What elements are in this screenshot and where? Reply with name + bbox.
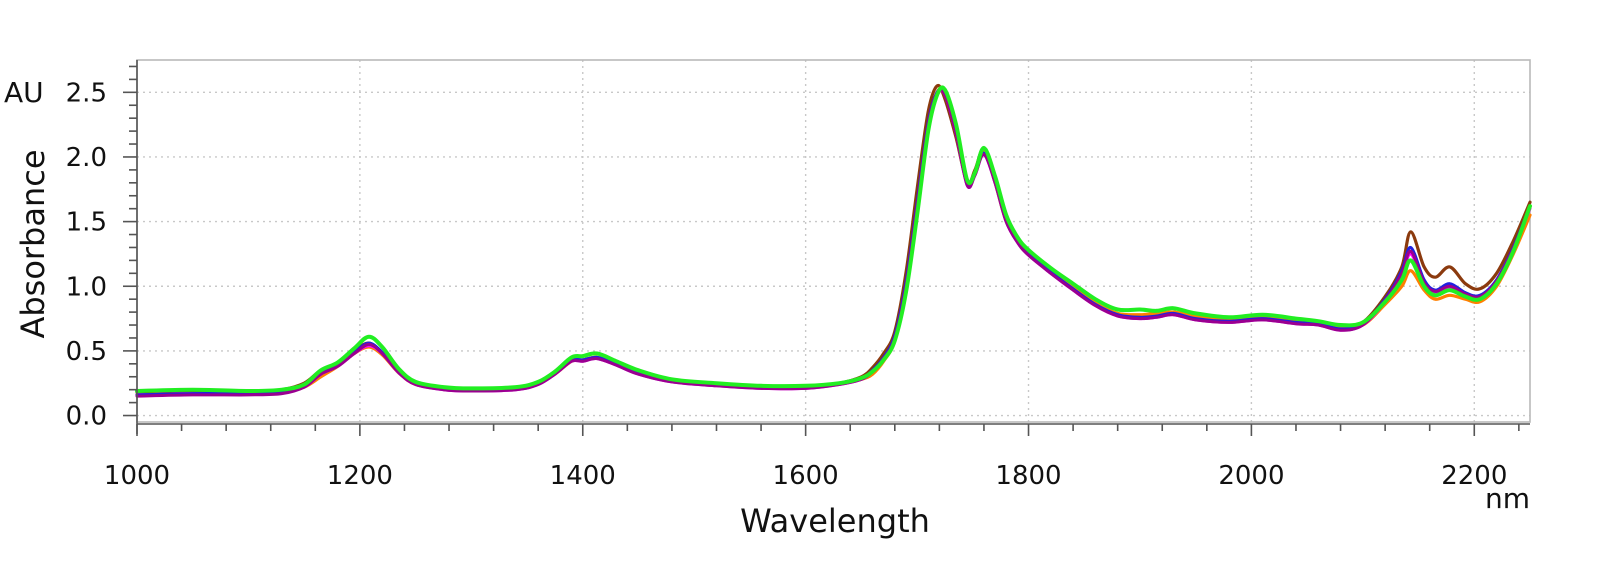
y-tick-label: 2.5 [66,78,107,108]
x-tick-label: 1000 [104,461,170,491]
x-tick-label: 1200 [327,461,393,491]
x-tick-label: 2000 [1218,461,1284,491]
spectrum-line-1 [135,83,1532,394]
y-tick-label: 1.5 [66,208,107,238]
x-unit-label: nm [1485,482,1530,515]
axis-layer: 1000 1200 1400 1600 1800 2000 2200 0.0 0.5 1.0 1.5… [66,60,1530,491]
series-layer [135,83,1532,398]
spectrum-line-6 [135,85,1532,393]
x-tick-label: 1800 [995,461,1061,491]
spectrum-line-5 [135,88,1532,398]
plot-frame [136,59,1531,423]
x-axis-title: Wavelength [740,502,930,540]
y-tick-label: 0.5 [66,337,107,367]
spectrum-line-4 [135,87,1532,397]
y-tick-label: 0.0 [66,402,107,432]
x-tick-label: 1400 [550,461,616,491]
y-tick-label: 2.0 [66,143,107,173]
y-unit-label: AU [4,76,44,109]
spectrum-line-3 [135,89,1532,397]
y-tick-label: 1.0 [66,272,107,302]
spectrum-line-2 [135,86,1532,397]
x-tick-label: 2200 [1441,461,1507,491]
y-axis-title: Absorbance [14,149,52,338]
grid-layer [137,60,1530,422]
x-tick-label: 1600 [773,461,839,491]
